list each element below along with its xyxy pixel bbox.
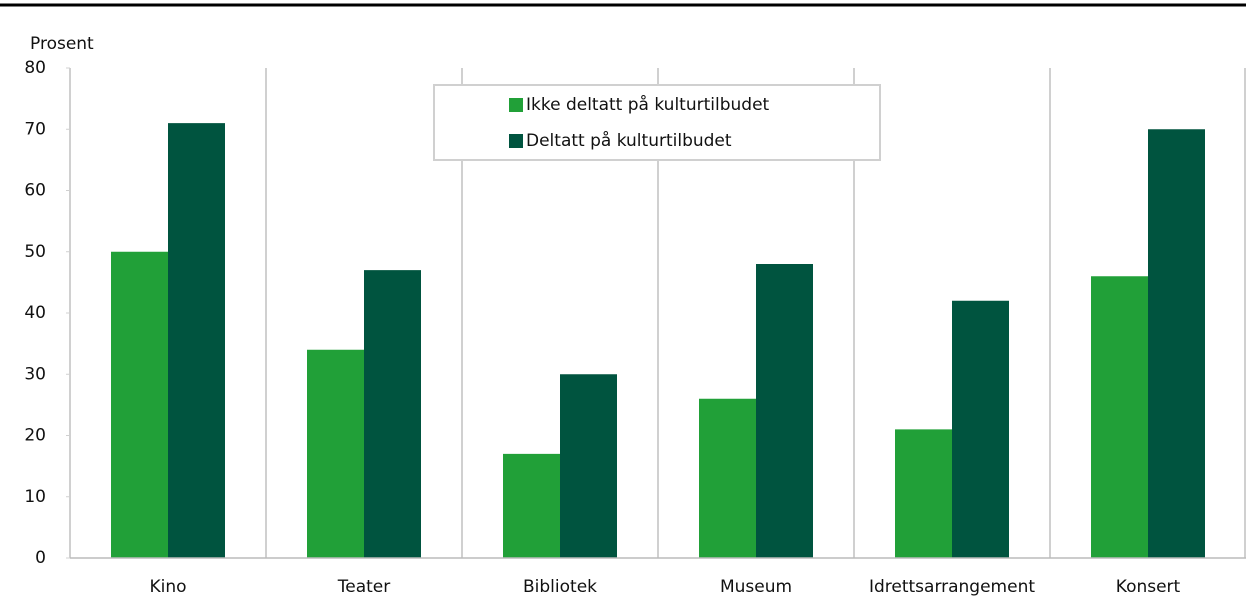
bar — [503, 453, 560, 558]
y-tick-label: 80 — [24, 58, 46, 78]
y-axis-label: Prosent — [30, 34, 94, 54]
x-tick-label: Teater — [337, 577, 391, 597]
bar — [1091, 276, 1148, 558]
bar — [111, 251, 168, 558]
y-tick-label: 20 — [24, 426, 46, 446]
bar — [364, 270, 421, 558]
y-tick-label: 0 — [35, 548, 46, 568]
bar — [699, 398, 756, 558]
x-tick-label: Bibliotek — [523, 577, 597, 597]
legend-label: Ikke deltatt på kulturtilbudet — [526, 94, 770, 115]
y-tick-label: 10 — [24, 487, 46, 507]
bar — [168, 123, 225, 558]
bar — [895, 429, 952, 558]
bar — [307, 349, 364, 558]
y-tick-label: 60 — [24, 181, 46, 201]
legend-label: Deltatt på kulturtilbudet — [526, 130, 732, 151]
x-tick-label: Kino — [149, 577, 186, 597]
bar — [560, 374, 617, 558]
y-tick-label: 40 — [24, 303, 46, 323]
y-tick-label: 30 — [24, 364, 46, 384]
legend-swatch — [509, 98, 523, 112]
x-tick-label: Idrettsarrangement — [869, 577, 1035, 597]
x-tick-label: Museum — [720, 577, 792, 597]
legend-box — [433, 84, 881, 161]
y-tick-label: 70 — [24, 119, 46, 139]
y-tick-label: 50 — [24, 242, 46, 262]
x-tick-label: Konsert — [1116, 577, 1181, 597]
bar — [952, 300, 1009, 558]
bar — [1148, 129, 1205, 558]
bar — [756, 264, 813, 558]
legend-swatch — [509, 134, 523, 148]
